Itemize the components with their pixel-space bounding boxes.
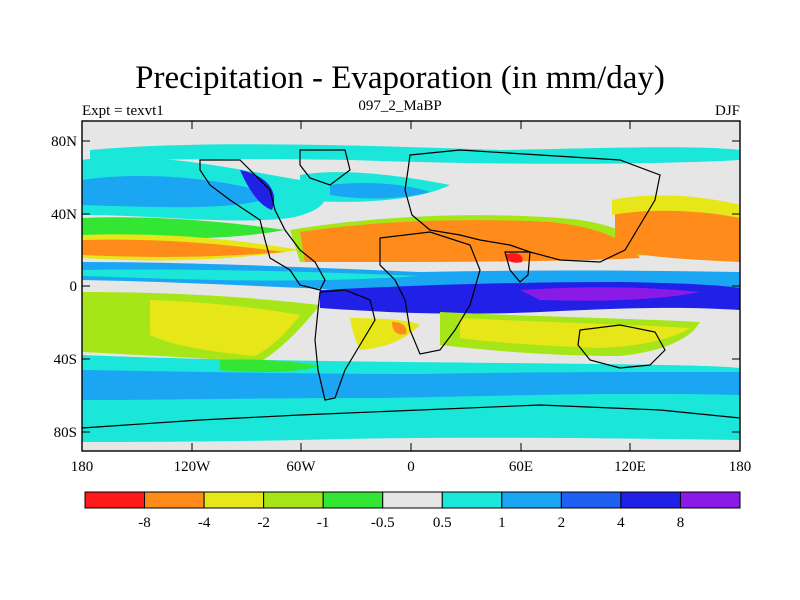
colorbar-label: -4 [198, 515, 211, 531]
x-tick-label: 180 [729, 459, 752, 475]
field-region-nh-pacific-storm [240, 170, 275, 210]
field-region-sahara-dry [300, 220, 640, 262]
field-region-arabia-strong-dry [505, 252, 523, 263]
colorbar-box [84, 491, 146, 509]
coast-australia [577, 324, 666, 369]
x-tick-label: 120W [174, 459, 212, 475]
colorbar-box [322, 491, 384, 509]
coast-north-america [199, 159, 326, 291]
season-label: DJF [714, 103, 740, 119]
x-tick-label: 60W [286, 459, 316, 475]
x-tick-label: 180 [71, 459, 94, 475]
field-region-southern-ocean-core [82, 370, 740, 400]
colorbar-label: 8 [677, 515, 685, 531]
field-region-nh-pacific-dry-band [82, 217, 285, 240]
colorbar-box [382, 491, 443, 509]
colorbar-labels: -8 -4 -2 -1 -0.5 0.5 1 2 4 8 [138, 515, 684, 531]
plot-subtitle: 097_2_MaBP [358, 98, 442, 114]
colorbar-label: 1 [498, 515, 506, 531]
field-region-sh-subtropic-indian-core [460, 318, 690, 348]
colorbar-label: -0.5 [371, 515, 395, 531]
y-tick-label: 80N [51, 134, 77, 150]
field-region-itcz-indian-strong [520, 287, 700, 301]
colorbar-label: -1 [317, 515, 330, 531]
field-region-sh-atlantic-dry [392, 322, 407, 335]
y-tick-label: 40N [51, 207, 77, 223]
pme-field [82, 121, 740, 451]
x-tick-label: 60E [509, 459, 533, 475]
field-region-southern-ocean-green [220, 359, 320, 373]
plot-title: Precipitation - Evaporation (in mm/day) [135, 60, 665, 96]
field-region-itcz-pacific-slight [82, 269, 420, 281]
field-region-sh-subtropic-pacific-core [150, 300, 300, 356]
y-tick-label: 0 [70, 279, 78, 295]
y-tick-label: 80S [54, 425, 77, 441]
colorbar-box [441, 491, 503, 509]
colorbar-label: -2 [257, 515, 270, 531]
coastlines [82, 149, 740, 429]
field-region-nh-pacific-core [82, 175, 275, 208]
x-tick-label: 120E [614, 459, 646, 475]
field-region-nw-pacific-dry [615, 204, 740, 262]
y-tick-label: 40S [54, 352, 77, 368]
colorbar [84, 491, 741, 509]
field-region-nw-pacific-moderate [612, 195, 740, 218]
coast-greenland [299, 149, 351, 186]
coast-africa [379, 231, 481, 355]
colorbar-box [560, 491, 622, 509]
colorbar-box [501, 491, 562, 509]
colorbar-box [620, 491, 681, 509]
field-region-nh-subtropic-pacific-dry [82, 239, 285, 257]
x-tick-label: 0 [407, 459, 415, 475]
colorbar-label: 4 [617, 515, 625, 531]
colorbar-box [679, 491, 741, 509]
colorbar-label: 0.5 [433, 515, 452, 531]
coast-eurasia [404, 149, 661, 263]
axis-ticks [81, 121, 741, 451]
colorbar-box [203, 491, 265, 509]
coast-india [504, 251, 531, 283]
colorbar-box [263, 491, 324, 509]
coast-antarctica [82, 404, 740, 429]
colorbar-box [144, 491, 205, 509]
coast-south-america [314, 289, 376, 401]
colorbar-label: -8 [138, 515, 151, 531]
colorbar-label: 2 [558, 515, 566, 531]
experiment-label: Expt = texvt1 [82, 103, 164, 119]
